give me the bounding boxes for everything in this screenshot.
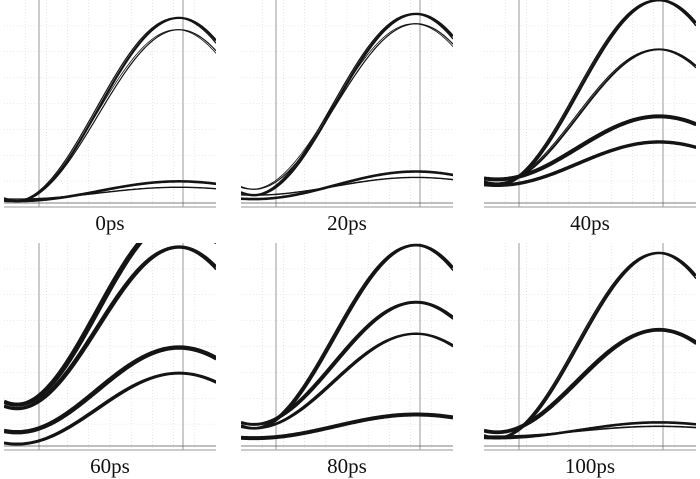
eye-trace-1 bbox=[241, 12, 453, 197]
panel-label-100ps: 100ps bbox=[564, 454, 616, 478]
eye-panel-100ps: 100ps bbox=[484, 243, 696, 478]
trace-path bbox=[241, 170, 453, 200]
eye-panel-60ps: 60ps bbox=[4, 243, 216, 478]
trace-path bbox=[4, 17, 216, 202]
panel-label-20ps: 20ps bbox=[327, 211, 367, 235]
eye-trace-3 bbox=[241, 170, 453, 201]
trace-path bbox=[484, 421, 696, 439]
eye-trace-2 bbox=[241, 23, 453, 190]
trace-path bbox=[241, 413, 453, 440]
grid bbox=[241, 0, 453, 207]
eye-trace-4 bbox=[241, 412, 453, 441]
trace-path bbox=[4, 372, 216, 445]
eye-trace-4 bbox=[4, 186, 216, 200]
trace-path bbox=[241, 23, 453, 190]
trace-path bbox=[484, 328, 696, 434]
trace-path bbox=[484, 141, 696, 187]
eye-trace-2 bbox=[484, 327, 696, 435]
eye-panel-40ps: 40ps bbox=[484, 0, 696, 235]
eye-panel-0ps: 0ps bbox=[4, 0, 216, 235]
eye-trace-4 bbox=[241, 176, 453, 196]
eye-trace-2 bbox=[241, 300, 453, 426]
eye-plot-0ps bbox=[4, 0, 216, 208]
grid bbox=[4, 0, 216, 207]
grid bbox=[484, 243, 696, 450]
eye-trace-3 bbox=[4, 345, 216, 435]
eye-plot-80ps bbox=[241, 243, 453, 451]
trace-path bbox=[241, 333, 453, 429]
trace-path bbox=[4, 243, 216, 406]
trace-path bbox=[241, 301, 453, 426]
trace-path bbox=[241, 13, 453, 196]
eye-trace-4 bbox=[4, 371, 216, 446]
trace-path bbox=[4, 243, 143, 407]
trace-path bbox=[4, 180, 216, 202]
panel-label-0ps: 0ps bbox=[95, 211, 125, 235]
eye-plot-20ps bbox=[241, 0, 453, 208]
eye-trace-2 bbox=[4, 29, 216, 202]
eye-trace-3 bbox=[4, 180, 216, 203]
trace-path bbox=[4, 246, 216, 410]
eye-trace-3 bbox=[241, 332, 453, 430]
eye-trace-3 bbox=[484, 421, 696, 440]
trace-path bbox=[4, 29, 216, 202]
panel-label-60ps: 60ps bbox=[90, 454, 130, 478]
eye-trace-2 bbox=[4, 245, 216, 411]
trace-path bbox=[484, 115, 696, 181]
eye-plot-60ps bbox=[4, 243, 216, 451]
eye-panel-80ps: 80ps bbox=[241, 243, 453, 478]
eye-trace-4 bbox=[484, 425, 696, 437]
eye-trace-1 bbox=[4, 243, 216, 407]
panel-label-40ps: 40ps bbox=[570, 211, 610, 235]
trace-path bbox=[241, 177, 453, 196]
trace-path bbox=[4, 186, 216, 200]
panel-label-80ps: 80ps bbox=[327, 454, 367, 478]
grid bbox=[484, 0, 696, 207]
trace-path bbox=[484, 425, 696, 437]
eye-plot-40ps bbox=[484, 0, 696, 208]
trace-path bbox=[4, 29, 216, 202]
eye-plot-100ps bbox=[484, 243, 696, 451]
trace-path bbox=[241, 12, 453, 197]
trace-path bbox=[4, 346, 216, 434]
eye-panel-20ps: 20ps bbox=[241, 0, 453, 235]
eye-trace-3 bbox=[484, 114, 696, 182]
eye-trace-4 bbox=[484, 140, 696, 187]
